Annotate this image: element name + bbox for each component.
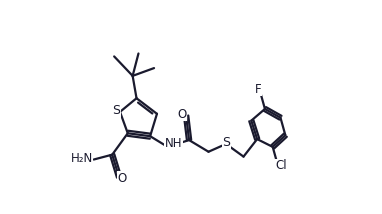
Text: NH: NH bbox=[165, 137, 182, 150]
Text: S: S bbox=[112, 104, 120, 117]
Text: O: O bbox=[177, 108, 186, 121]
Text: H₂N: H₂N bbox=[71, 152, 93, 165]
Text: F: F bbox=[255, 83, 261, 96]
Text: S: S bbox=[223, 135, 231, 149]
Text: Cl: Cl bbox=[275, 159, 287, 172]
Text: O: O bbox=[117, 171, 126, 184]
